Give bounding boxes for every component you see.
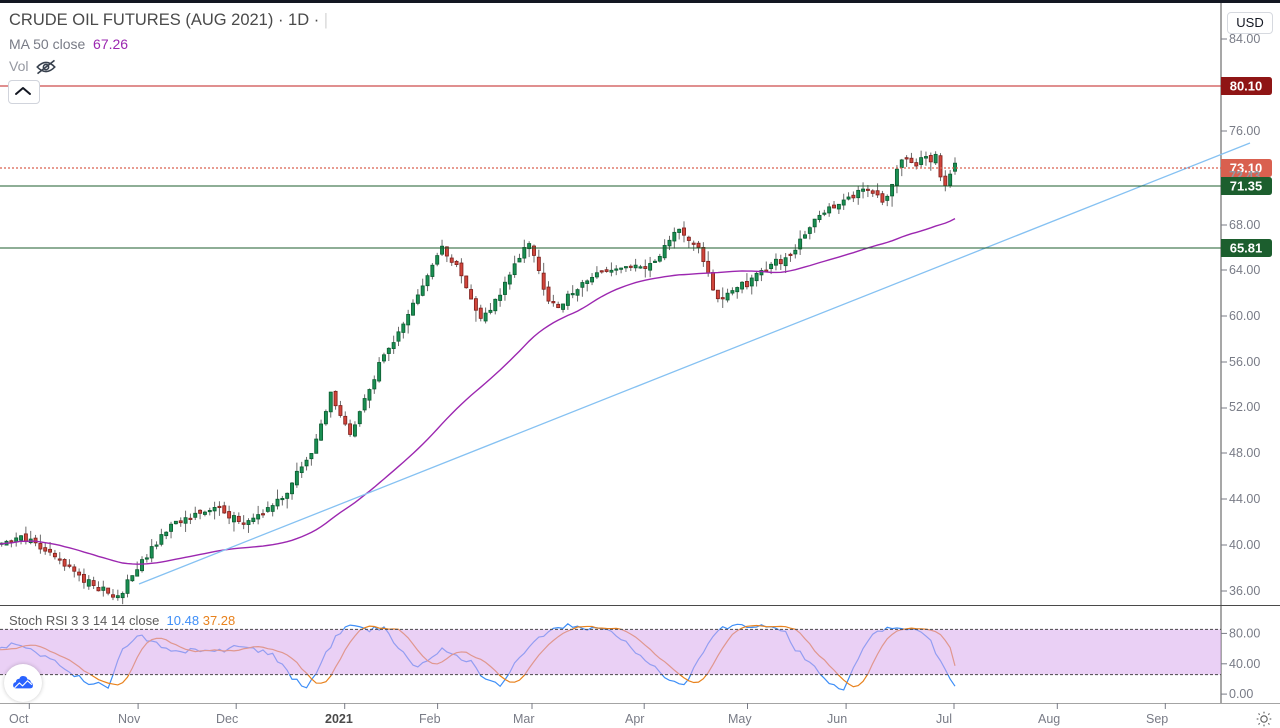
svg-text:0.00: 0.00 (1229, 687, 1253, 701)
svg-text:68.00: 68.00 (1229, 218, 1260, 232)
svg-text:Mar: Mar (513, 712, 535, 726)
svg-text:Sep: Sep (1146, 712, 1168, 726)
svg-text:48.00: 48.00 (1229, 446, 1260, 460)
svg-text:May: May (728, 712, 752, 726)
svg-text:40.00: 40.00 (1229, 657, 1260, 671)
svg-text:Oct: Oct (9, 712, 29, 726)
svg-text:60.00: 60.00 (1229, 309, 1260, 323)
svg-text:64.00: 64.00 (1229, 263, 1260, 277)
svg-text:Aug: Aug (1038, 712, 1060, 726)
svg-text:2021: 2021 (325, 712, 353, 726)
svg-text:Feb: Feb (419, 712, 441, 726)
svg-text:80.00: 80.00 (1229, 627, 1260, 641)
svg-text:44.00: 44.00 (1229, 492, 1260, 506)
svg-text:52.00: 52.00 (1229, 400, 1260, 414)
svg-text:Jun: Jun (827, 712, 847, 726)
svg-text:36.00: 36.00 (1229, 584, 1260, 598)
svg-text:80.10: 80.10 (1230, 79, 1263, 94)
svg-text:40.00: 40.00 (1229, 538, 1260, 552)
svg-text:76.00: 76.00 (1229, 124, 1260, 138)
svg-text:65.81: 65.81 (1230, 241, 1263, 256)
svg-text:71.35: 71.35 (1230, 179, 1263, 194)
svg-text:56.00: 56.00 (1229, 355, 1260, 369)
svg-text:Apr: Apr (625, 712, 644, 726)
svg-text:Nov: Nov (118, 712, 141, 726)
svg-text:Dec: Dec (216, 712, 238, 726)
svg-text:84.00: 84.00 (1229, 32, 1260, 46)
svg-text:Jul: Jul (936, 712, 952, 726)
